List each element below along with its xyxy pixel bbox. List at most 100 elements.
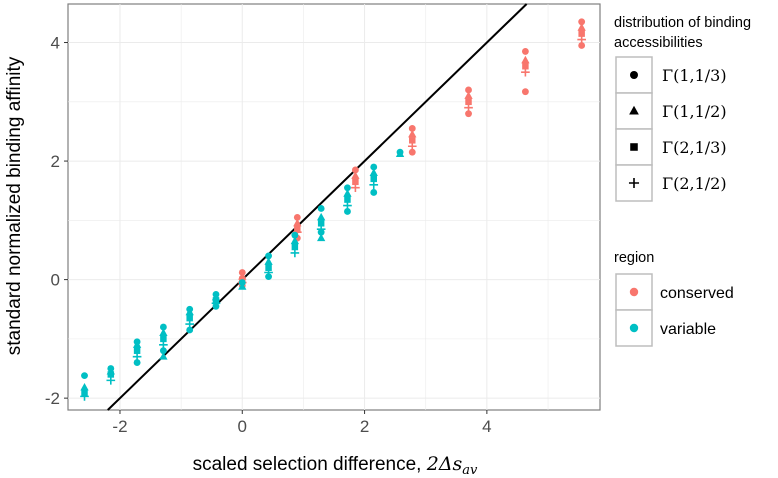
data-point	[464, 91, 473, 99]
data-point	[521, 55, 530, 64]
data-point	[159, 352, 168, 360]
data-point	[370, 189, 378, 196]
y-tick-label: 2	[51, 152, 60, 171]
legend-shape-label: Γ(2,1/2)	[662, 174, 727, 193]
legend-key-square	[630, 143, 638, 151]
y-tick-label: 0	[51, 271, 60, 290]
data-point	[344, 208, 351, 215]
data-point	[133, 359, 141, 367]
data-point	[317, 228, 325, 236]
data-points	[80, 18, 586, 401]
legend-key-triangle	[629, 105, 639, 115]
data-point	[293, 218, 302, 227]
data-point	[465, 110, 472, 118]
data-point	[133, 347, 141, 354]
legend-shape-label: Γ(2,1/3)	[662, 138, 727, 157]
data-point	[159, 328, 168, 336]
data-point	[293, 213, 301, 221]
data-point	[343, 189, 352, 197]
data-point	[265, 252, 272, 260]
x-axis-title-math: 2Δs	[426, 453, 463, 475]
data-point	[352, 178, 359, 186]
data-point	[578, 30, 585, 37]
data-point	[522, 62, 529, 70]
data-point	[317, 212, 326, 221]
data-point	[264, 257, 273, 265]
data-point	[578, 18, 586, 26]
x-axis-title-text: scaled selection difference,	[193, 454, 422, 475]
data-point	[577, 23, 586, 31]
x-tick-label: 2	[360, 417, 369, 436]
data-point	[409, 137, 416, 144]
data-point	[408, 129, 417, 138]
data-point	[290, 236, 300, 245]
data-point	[238, 282, 247, 290]
data-point	[369, 168, 378, 176]
data-point	[370, 163, 378, 171]
data-point	[521, 47, 529, 55]
reference-line	[107, 3, 528, 411]
data-point	[317, 233, 326, 242]
legend-key-circle	[630, 71, 638, 79]
y-tick-label: -2	[45, 389, 60, 408]
legend-key-plus	[628, 177, 640, 189]
data-point	[291, 231, 299, 239]
data-point	[465, 98, 472, 106]
data-point	[344, 184, 351, 192]
data-point	[132, 340, 142, 348]
data-point	[317, 220, 325, 227]
x-axis-title: scaled selection difference, 2Δsav	[193, 453, 478, 478]
data-point	[351, 171, 360, 179]
x-tick-label: -2	[112, 417, 127, 436]
data-point	[186, 314, 193, 322]
legend-area: distribution of binding accessibilities Γ(…	[614, 15, 751, 347]
legend-key-dot	[629, 323, 639, 333]
data-point	[106, 376, 116, 385]
data-point	[521, 88, 529, 96]
data-point	[465, 86, 472, 94]
data-point	[265, 264, 272, 271]
legend-color-title: region	[614, 250, 654, 266]
y-axis-title: standard normalized binding affinity	[4, 56, 25, 355]
data-point	[351, 166, 359, 174]
data-point	[159, 323, 167, 331]
data-point	[408, 148, 416, 156]
data-point	[185, 307, 194, 316]
data-point	[160, 335, 167, 343]
data-point	[408, 125, 416, 132]
legend-shape-title: distribution of binding	[614, 15, 751, 31]
legend-key-dot	[629, 287, 639, 297]
data-point	[291, 243, 299, 251]
x-axis-title-sub: av	[462, 463, 478, 478]
y-tick-label: 4	[51, 34, 60, 53]
legend-shape-title: accessibilities	[614, 35, 703, 51]
data-point	[265, 273, 272, 281]
reference-line-group	[107, 3, 528, 411]
data-point	[186, 326, 194, 334]
data-point	[344, 196, 351, 203]
x-tick-label: 4	[482, 417, 491, 436]
data-point	[81, 372, 88, 380]
legend-key-box	[615, 273, 653, 311]
panel-background	[67, 3, 601, 411]
data-point	[370, 175, 377, 183]
data-point	[521, 67, 530, 77]
legend-shape-label: Γ(1,1/2)	[662, 102, 727, 121]
data-point	[395, 149, 405, 157]
axis-ticks: -2 0 2 4 -2 0 2 4	[45, 34, 492, 436]
grid-lines	[68, 4, 600, 410]
legend-color-label: conserved	[660, 285, 734, 302]
legend-key-box	[615, 128, 653, 166]
data-point	[212, 302, 220, 310]
data-point	[80, 382, 89, 391]
data-point	[351, 183, 360, 193]
data-point	[107, 371, 115, 378]
data-point	[578, 42, 586, 49]
data-point	[159, 347, 167, 355]
x-tick-label: 0	[238, 417, 247, 436]
data-point	[290, 248, 300, 258]
data-point	[317, 205, 325, 212]
data-point	[80, 392, 89, 401]
legend-color-label: variable	[660, 321, 716, 338]
